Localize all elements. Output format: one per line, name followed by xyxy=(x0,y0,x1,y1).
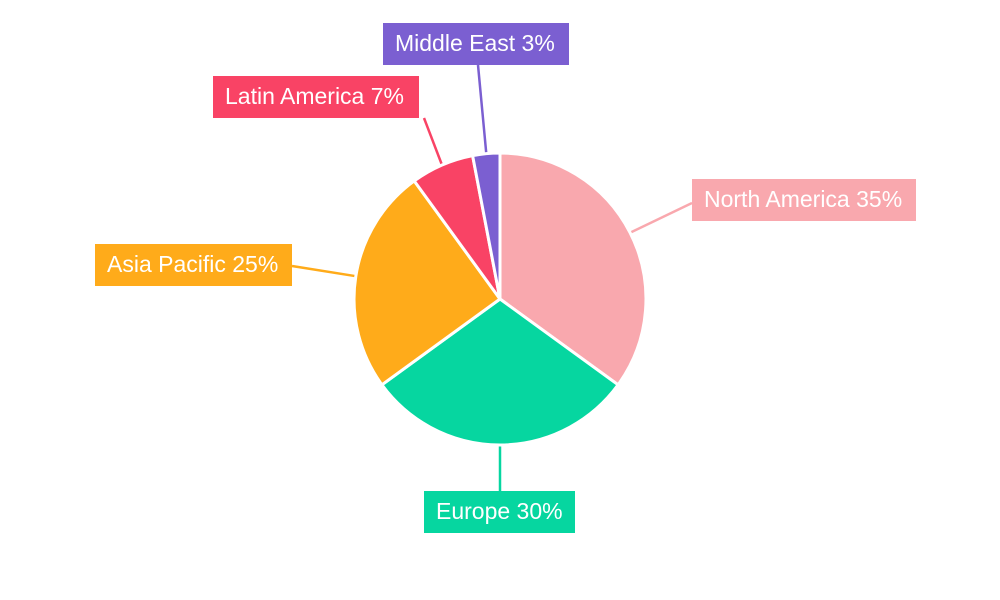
svg-text:North America 35%: North America 35% xyxy=(704,186,902,212)
svg-text:Middle East 3%: Middle East 3% xyxy=(395,30,555,56)
svg-text:Asia Pacific 25%: Asia Pacific 25% xyxy=(107,251,278,277)
svg-text:Latin America 7%: Latin America 7% xyxy=(225,83,404,109)
svg-text:Europe 30%: Europe 30% xyxy=(436,498,563,524)
